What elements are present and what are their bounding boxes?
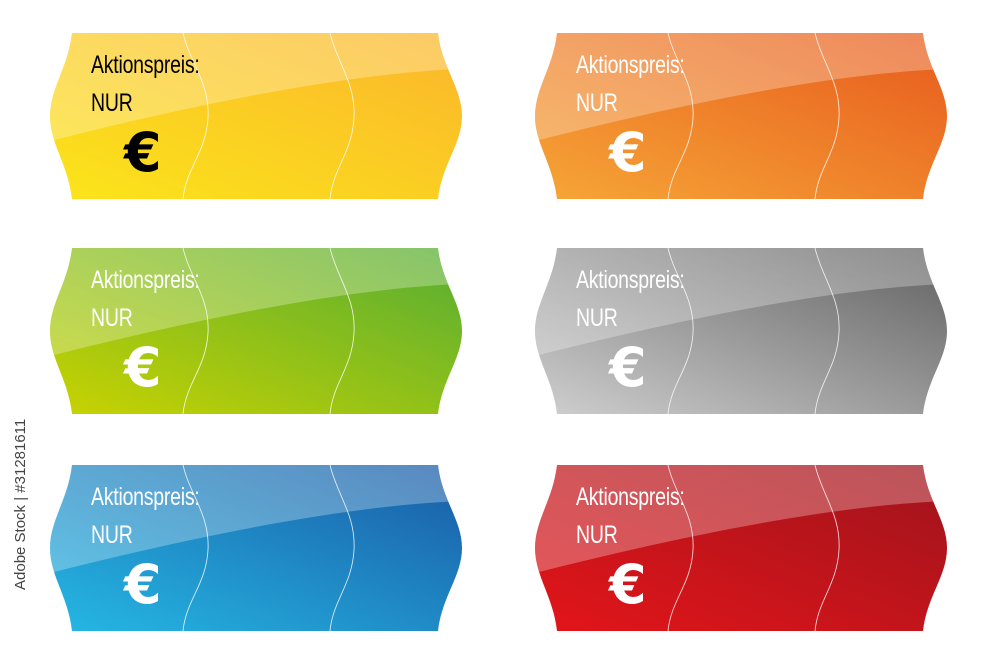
price-tag-shape <box>50 33 462 199</box>
tag-subtitle: NUR <box>91 521 133 549</box>
tag-subtitle: NUR <box>576 521 618 549</box>
price-tag: Aktionspreis: NUR € <box>50 465 462 631</box>
euro-icon: € <box>124 553 162 616</box>
price-tag-shape <box>535 465 947 631</box>
euro-icon: € <box>609 336 647 399</box>
tag-title: Aktionspreis: <box>91 266 200 294</box>
price-tag: Aktionspreis: NUR € <box>535 33 947 199</box>
euro-icon: € <box>609 121 647 184</box>
euro-icon: € <box>609 553 647 616</box>
price-tag: Aktionspreis: NUR € <box>50 33 462 199</box>
euro-icon: € <box>124 336 162 399</box>
price-tag-shape <box>50 465 462 631</box>
price-tag-shape <box>535 33 947 199</box>
price-tag: Aktionspreis: NUR € <box>50 248 462 414</box>
price-tag: Aktionspreis: NUR € <box>535 248 947 414</box>
tag-subtitle: NUR <box>576 304 618 332</box>
tag-title: Aktionspreis: <box>576 51 685 79</box>
tag-subtitle: NUR <box>576 89 618 117</box>
tag-title: Aktionspreis: <box>91 51 200 79</box>
price-tag-shape <box>50 248 462 414</box>
euro-icon: € <box>124 121 162 184</box>
tag-title: Aktionspreis: <box>576 483 685 511</box>
tag-title: Aktionspreis: <box>91 483 200 511</box>
price-tag: Aktionspreis: NUR € <box>535 465 947 631</box>
stock-id-watermark: Adobe Stock | #31281611 <box>12 418 29 590</box>
tag-subtitle: NUR <box>91 304 133 332</box>
price-tag-shape <box>535 248 947 414</box>
tag-subtitle: NUR <box>91 89 133 117</box>
tag-title: Aktionspreis: <box>576 266 685 294</box>
